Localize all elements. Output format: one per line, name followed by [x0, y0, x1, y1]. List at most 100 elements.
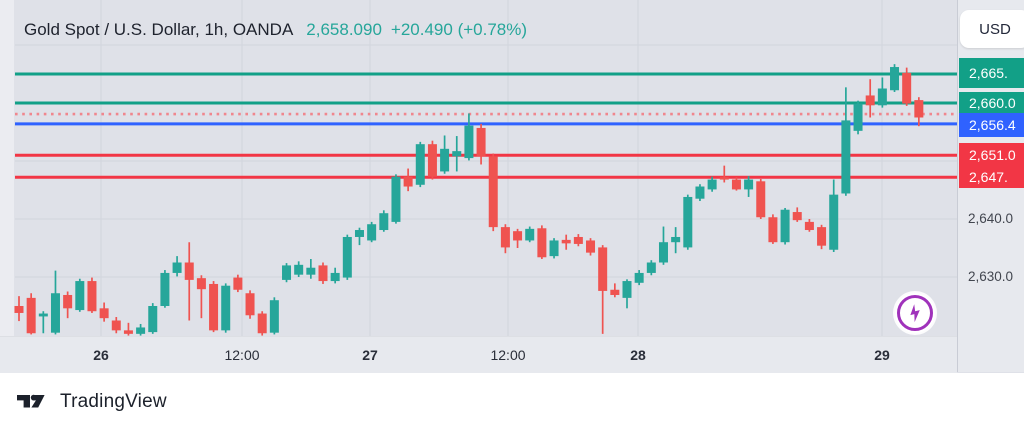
candle-body	[306, 267, 316, 275]
candle-body	[549, 240, 559, 257]
candle-body	[817, 227, 827, 246]
price-level-badge: 2,660.0	[959, 92, 1024, 114]
time-axis-label: 26	[93, 347, 109, 363]
candle-body	[853, 103, 863, 131]
time-axis-label: 28	[630, 347, 646, 363]
candle-body	[391, 176, 401, 222]
candlestick-chart[interactable]	[0, 0, 958, 336]
candle-body	[695, 186, 705, 199]
candle-body	[196, 278, 206, 290]
candle-body	[282, 265, 292, 280]
candle-body	[768, 217, 778, 243]
price-change: +20.490 (+0.78%)	[390, 20, 528, 39]
candle-body	[829, 194, 839, 250]
price-level-badge: 2,647.	[959, 166, 1024, 188]
candle-body	[63, 294, 73, 309]
candle-body	[403, 176, 413, 187]
time-axis-label: 12:00	[224, 347, 260, 363]
candle-body	[744, 179, 754, 190]
candle-body	[464, 125, 474, 159]
candle-body	[111, 320, 121, 331]
price-group: 2,658.090 +20.490 (+0.78%)	[306, 20, 527, 40]
price-scale-label: 2,640.0	[968, 211, 1014, 226]
candle-body	[622, 281, 632, 298]
candle-body	[877, 88, 887, 106]
candle-body	[804, 221, 814, 231]
candle-body	[707, 179, 717, 190]
candle-body	[683, 196, 693, 248]
candle-body	[598, 247, 608, 291]
tradingview-chart-widget: Gold Spot / U.S. Dollar, 1h, OANDA 2,658…	[0, 0, 1024, 373]
candle-body	[586, 240, 596, 253]
time-axis-label: 29	[874, 347, 890, 363]
symbol-title[interactable]: Gold Spot / U.S. Dollar, 1h, OANDA	[24, 20, 294, 39]
candle-body	[209, 283, 219, 331]
time-axis[interactable]: 26 12:00 27 12:00 28 29	[0, 336, 957, 373]
candle-body	[269, 300, 279, 333]
lightning-button[interactable]	[895, 293, 935, 333]
candle-body	[476, 127, 486, 157]
candle-body	[318, 265, 328, 282]
candle-body	[537, 228, 547, 258]
candle-body	[75, 281, 85, 311]
candle-body	[731, 179, 741, 190]
candle-body	[50, 293, 60, 333]
candle-body	[440, 148, 450, 172]
candle-body	[561, 239, 571, 244]
candle-body	[719, 177, 729, 180]
candle-body	[367, 224, 377, 241]
candle-body	[415, 144, 425, 185]
candle-body	[14, 306, 24, 313]
last-price: 2,658.090	[306, 20, 382, 39]
price-level-badge: 2,665.	[959, 58, 1024, 88]
candle-body	[890, 67, 900, 91]
candle-body	[245, 293, 255, 316]
candle-body	[148, 306, 158, 333]
currency-button[interactable]: USD	[960, 10, 1024, 48]
candle-body	[610, 289, 620, 295]
candle-body	[841, 120, 851, 194]
candle-body	[914, 100, 924, 118]
price-level-badge: 2,651.0	[959, 143, 1024, 166]
time-axis-label: 27	[362, 347, 378, 363]
candle-body	[634, 272, 644, 283]
candle-body	[123, 330, 133, 334]
candle-body	[99, 308, 109, 319]
candle-body	[488, 156, 498, 228]
candle-body	[646, 262, 656, 273]
candle-body	[87, 281, 97, 312]
candle-body	[780, 209, 790, 243]
price-scale-label: 2,630.0	[968, 269, 1014, 284]
price-axis[interactable]: 2,665. 2,660.0 2,656.4 2,651.0 2,647. 2,640.0…	[957, 0, 1024, 372]
tradingview-brand-text[interactable]: TradingView	[60, 391, 167, 412]
candle-body	[573, 236, 583, 244]
candle-body	[658, 242, 668, 263]
candle-body	[233, 277, 243, 290]
candle-body	[865, 95, 875, 106]
candle-body	[379, 213, 389, 231]
chart-header: Gold Spot / U.S. Dollar, 1h, OANDA 2,658…	[24, 20, 527, 40]
candle-body	[756, 181, 766, 218]
chart-left-padding	[0, 0, 14, 373]
candle-body	[221, 285, 231, 331]
candle-body	[513, 231, 523, 241]
candle-body	[792, 212, 802, 221]
candle-body	[26, 297, 36, 334]
time-axis-label: 12:00	[490, 347, 526, 363]
price-level-badge: 2,656.4	[959, 113, 1024, 137]
candle-body	[671, 236, 681, 243]
tradingview-logo-icon[interactable]	[16, 392, 52, 412]
candle-body	[452, 151, 462, 157]
candle-body	[136, 327, 146, 334]
candle-body	[902, 72, 912, 104]
candle-body	[427, 144, 437, 177]
candle-body	[525, 228, 535, 241]
candle-body	[38, 313, 48, 317]
candle-body	[160, 272, 170, 306]
candle-body	[342, 236, 352, 278]
candle-body	[500, 227, 510, 248]
candle-body	[257, 313, 267, 334]
candle-body	[354, 230, 364, 237]
lightning-icon	[897, 295, 933, 331]
candle-body	[184, 262, 194, 280]
